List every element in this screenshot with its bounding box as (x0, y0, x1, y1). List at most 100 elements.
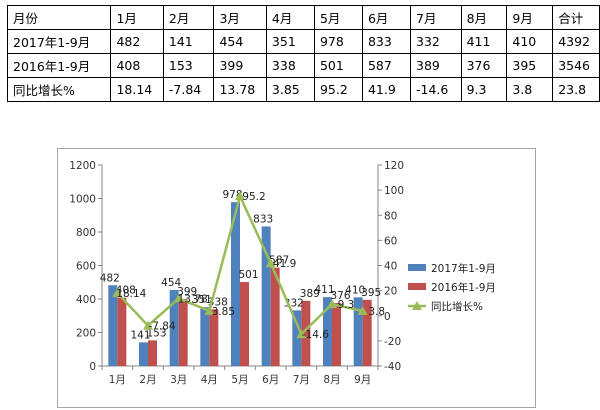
right-axis-tick-label: 120 (384, 160, 404, 172)
table-cell: 587 (361, 53, 412, 78)
left-axis-tick-label: 200 (76, 328, 96, 340)
bar-data-label: 351 (192, 294, 212, 306)
bar-2016 (301, 300, 311, 366)
table-row: 2016年1-9月 408 153 399 338 501 587 389 376 395 3546 (6, 53, 600, 78)
sales-table-container: 月份 1月 2月 3月 4月 5月 6月 7月 8月 9月 合计 2017年1-9月 482 141 454… (6, 5, 600, 102)
growth-data-label: 41.9 (273, 258, 296, 270)
growth-point (357, 305, 368, 315)
table-cell: 978 (313, 29, 363, 54)
table-cell: 376 (460, 53, 508, 78)
bar-data-label: 141 (130, 329, 150, 341)
growth-data-label: 3.85 (212, 306, 235, 318)
table-cell: 同比增长% (6, 77, 112, 102)
table-cell: 351 (265, 29, 315, 54)
table-cell: 95.2 (313, 77, 363, 102)
bar-data-label: 410 (345, 284, 365, 296)
growth-point (204, 305, 215, 315)
table-cell: 410 (506, 29, 554, 54)
bar-2017 (292, 310, 302, 366)
table-cell: 389 (410, 53, 462, 78)
bar-data-label: 454 (161, 277, 181, 289)
table-header-cell: 8月 (460, 5, 508, 30)
combo-chart: 0 200 400 600 800 1000 1200 -40 -20 0 20 40 60 80 100 1… (69, 160, 496, 386)
growth-point (173, 293, 184, 303)
table-cell: 3546 (552, 53, 600, 78)
table-cell: 3.8 (506, 77, 554, 102)
bar-data-label: 411 (314, 284, 334, 296)
growth-point (112, 287, 123, 297)
right-axis-tick-label: 60 (384, 235, 397, 247)
bar-data-label: 833 (253, 213, 273, 225)
bar-2016 (209, 309, 219, 366)
x-axis-category-label: 6月 (262, 374, 279, 386)
table-cell: 13.78 (213, 77, 267, 102)
table-header-cell: 7月 (410, 5, 462, 30)
table-cell: 3.85 (265, 77, 315, 102)
table-cell: 454 (213, 29, 267, 54)
right-axis-tick-label: 40 (384, 261, 397, 273)
table-header-cell: 5月 (313, 5, 363, 30)
bar-data-label: 501 (238, 269, 258, 281)
table-cell: 23.8 (552, 77, 600, 102)
x-axis-category-label: 4月 (201, 374, 218, 386)
table-header-cell: 合计 (552, 5, 600, 30)
growth-data-label: 95.2 (242, 191, 265, 203)
x-axis-category-label: 1月 (109, 374, 126, 386)
bar-2017 (169, 289, 179, 366)
table-row: 2017年1-9月 482 141 454 351 978 833 332 411 410 4392 (6, 29, 600, 54)
growth-data-label: 13.78 (178, 293, 208, 305)
x-axis-category-label: 9月 (354, 374, 371, 386)
growth-point (327, 299, 337, 309)
table-cell: 399 (213, 53, 267, 78)
bar-data-label: 376 (330, 290, 350, 302)
table-cell: 9.3 (460, 77, 508, 102)
legend-marker (412, 301, 422, 310)
bar-data-label: 395 (361, 287, 381, 299)
sales-table: 月份 1月 2月 3月 4月 5月 6月 7月 8月 9月 合计 2017年1-9月 482 141 454… (6, 5, 600, 102)
bar-data-label: 389 (300, 288, 320, 300)
table-cell: 2016年1-9月 (6, 53, 112, 78)
right-axis-tick-label: 20 (384, 286, 397, 298)
table-cell: 395 (506, 53, 554, 78)
growth-point (265, 258, 276, 268)
table-cell: 833 (361, 29, 412, 54)
bar-2016 (148, 340, 157, 366)
right-axis-tick-label: -20 (384, 336, 401, 348)
bar-data-label: 399 (177, 286, 197, 298)
table-cell: 4392 (552, 29, 600, 54)
left-axis-tick-label: 0 (89, 361, 96, 373)
table-header-cell: 3月 (213, 5, 267, 30)
x-axis-category-label: 2月 (139, 374, 156, 386)
growth-point (296, 329, 307, 339)
bar-2017 (231, 202, 240, 366)
bar-2017 (261, 226, 271, 366)
table-cell: 338 (265, 53, 315, 78)
table-cell: -7.84 (162, 77, 215, 102)
bar-data-label: 153 (146, 327, 166, 339)
bar-2017 (200, 307, 210, 366)
table-header-cell: 6月 (361, 5, 412, 30)
right-axis-tick-label: 80 (384, 210, 397, 222)
bar-2016 (332, 303, 341, 366)
bar-2017 (139, 342, 148, 366)
growth-data-label: 9.3 (338, 299, 355, 311)
bar-2017 (108, 285, 118, 366)
right-axis-tick-label: -40 (384, 361, 401, 373)
bar-data-label: 482 (100, 272, 120, 284)
growth-point (143, 320, 153, 330)
bar-2016 (270, 267, 280, 366)
left-axis-tick-label: 600 (76, 261, 96, 273)
table-header-cell: 4月 (265, 5, 315, 30)
growth-data-label: -7.84 (148, 321, 175, 333)
legend-label: 2017年1-9月 (431, 262, 496, 275)
left-axis-tick-label: 1200 (69, 160, 96, 172)
bar-2016 (178, 299, 188, 366)
bar-2017 (323, 297, 332, 366)
legend-swatch (408, 264, 426, 271)
right-axis-tick-label: 0 (384, 311, 391, 323)
bar-2016 (240, 282, 249, 366)
x-axis-category-label: 7月 (293, 374, 310, 386)
legend-label: 同比增长% (431, 300, 483, 313)
table-cell: 332 (410, 29, 462, 54)
growth-data-label: 3.8 (368, 306, 385, 318)
